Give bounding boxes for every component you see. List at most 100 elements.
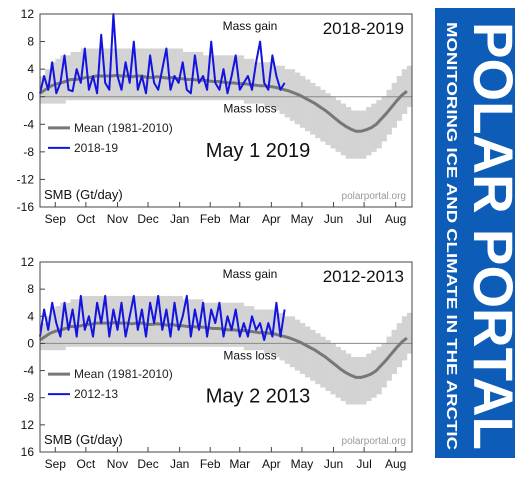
range-band <box>366 353 372 402</box>
x-tick-label: Oct <box>77 457 96 471</box>
range-band <box>376 346 382 395</box>
x-tick-label: Nov <box>107 457 128 471</box>
range-band <box>50 62 56 104</box>
range-band <box>350 110 357 159</box>
range-band <box>254 62 260 104</box>
range-band <box>167 48 173 101</box>
range-band <box>299 76 306 128</box>
range-band <box>96 295 102 347</box>
range-band <box>50 309 56 351</box>
x-tick-label: Jun <box>324 457 343 471</box>
x-tick-label: Aug <box>385 212 406 226</box>
range-band <box>330 96 336 149</box>
range-band <box>310 82 316 135</box>
range-band <box>381 96 387 142</box>
range-band <box>157 295 163 347</box>
range-band <box>192 51 199 101</box>
range-band <box>355 357 362 405</box>
range-band <box>335 100 341 152</box>
range-band <box>147 295 153 347</box>
series-line <box>39 294 286 341</box>
y-axis-label: SMB (Gt/day) <box>44 187 123 202</box>
range-band <box>182 299 189 347</box>
legend-label: 2018-19 <box>74 141 118 155</box>
range-band <box>213 302 219 347</box>
range-band <box>233 302 240 347</box>
legend-label: 2012-13 <box>74 387 118 401</box>
range-band <box>269 62 275 108</box>
x-tick-label: Nov <box>107 212 128 226</box>
period-title: 2018-2019 <box>323 19 404 38</box>
range-band <box>340 350 347 402</box>
y-tick-label: 12 <box>21 7 35 21</box>
x-tick-label: Oct <box>77 212 96 226</box>
range-band <box>366 107 372 156</box>
legend-label: Mean (1981-2010) <box>74 367 173 381</box>
y-tick-label: 8 <box>27 282 34 296</box>
range-band <box>304 326 311 378</box>
range-band <box>340 103 347 156</box>
range-band <box>131 295 138 347</box>
range-band <box>60 302 66 351</box>
x-tick-label: May <box>291 212 314 226</box>
plot-frame <box>39 261 413 453</box>
x-tick-label: Apr <box>262 212 281 226</box>
y-tick-label: -12 <box>17 172 35 186</box>
date-label: May 2 2013 <box>206 386 311 408</box>
range-band <box>172 48 178 101</box>
range-band <box>238 302 245 347</box>
range-band <box>294 72 301 125</box>
y-tick-label: 0 <box>27 90 34 104</box>
y-tick-label: 4 <box>27 309 34 323</box>
plot-frame <box>39 13 413 208</box>
x-tick-label: Sep <box>45 457 67 471</box>
range-band <box>248 306 255 351</box>
range-band <box>371 103 377 152</box>
series-line <box>39 13 286 95</box>
range-band <box>218 302 224 347</box>
range-band <box>284 69 290 118</box>
x-tick-label: Jan <box>170 457 189 471</box>
range-band <box>213 55 219 101</box>
range-band <box>304 79 311 132</box>
range-band <box>335 346 341 398</box>
range-band <box>361 357 367 405</box>
range-band <box>228 302 234 347</box>
x-tick-label: Dec <box>137 457 158 471</box>
date-label: May 1 2019 <box>206 140 311 162</box>
range-band <box>299 323 306 374</box>
y-tick-label: 16 <box>21 445 35 459</box>
range-band <box>233 55 240 101</box>
x-tick-label: Feb <box>200 212 221 226</box>
range-band <box>187 299 194 347</box>
x-tick-label: Aug <box>385 457 406 471</box>
range-band <box>243 58 250 104</box>
range-band <box>101 295 107 347</box>
logo-tagline: MONITORING ICE AND CLIMATE IN THE ARCTIC <box>443 22 460 450</box>
range-band <box>80 48 87 101</box>
y-tick-label: -8 <box>23 391 34 405</box>
source: polarportal.org <box>342 191 406 202</box>
y-tick-label: -8 <box>23 145 34 159</box>
x-tick-label: Dec <box>137 212 158 226</box>
range-band <box>238 55 245 101</box>
range-band <box>70 299 76 347</box>
range-band <box>197 51 204 101</box>
range-band <box>55 58 61 104</box>
range-band <box>187 51 194 101</box>
range-band <box>126 48 133 101</box>
range-band <box>85 295 92 347</box>
range-band <box>70 51 76 101</box>
x-tick-label: Jan <box>170 212 189 226</box>
x-tick-label: May <box>291 457 314 471</box>
y-axis-label: SMB (Gt/day) <box>44 432 123 447</box>
range-band <box>320 89 326 142</box>
annotation: Mass loss <box>223 348 276 362</box>
x-tick-label: Jul <box>356 457 371 471</box>
range-band <box>208 55 214 101</box>
range-band <box>406 312 413 354</box>
range-band <box>167 295 173 347</box>
range-band <box>223 55 229 101</box>
logo-panel <box>435 8 515 458</box>
